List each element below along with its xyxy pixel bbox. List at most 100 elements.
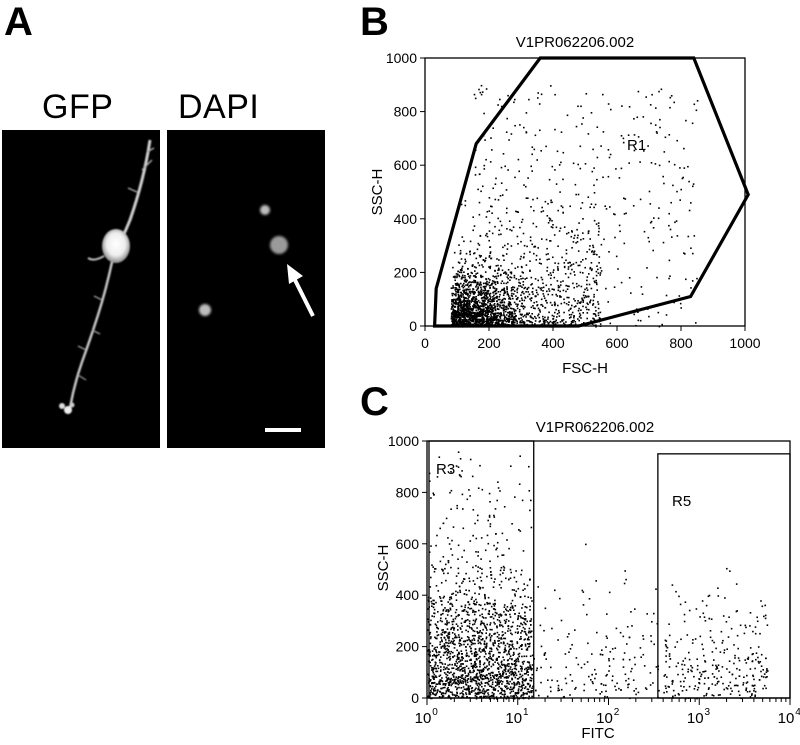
event-dot	[451, 693, 454, 695]
event-dot	[530, 206, 532, 208]
event-dot	[478, 311, 481, 313]
event-dot	[684, 657, 687, 660]
event-dot	[539, 311, 541, 313]
event-dot	[476, 684, 479, 687]
event-dot	[653, 217, 655, 219]
event-dot	[673, 163, 676, 166]
event-dot	[458, 642, 460, 645]
event-dot	[473, 630, 476, 633]
event-dot	[488, 610, 491, 612]
event-dot	[509, 606, 512, 609]
event-dot	[501, 304, 504, 307]
event-dot	[460, 308, 462, 310]
event-dot	[434, 689, 437, 692]
event-dot	[470, 659, 472, 662]
event-dot	[504, 290, 506, 293]
event-dot	[526, 245, 528, 248]
event-dot	[477, 688, 480, 690]
event-dot	[526, 606, 528, 609]
event-dot	[592, 317, 594, 320]
event-dot	[548, 217, 551, 219]
event-dot	[662, 175, 664, 178]
event-dot	[628, 277, 631, 279]
event-dot	[595, 310, 597, 312]
event-dot	[452, 304, 455, 307]
event-dot	[505, 308, 508, 311]
event-dot	[515, 658, 517, 661]
event-dot	[600, 683, 603, 685]
event-dot	[492, 319, 494, 322]
event-dot	[532, 287, 534, 290]
event-dot	[491, 683, 494, 686]
event-dot	[590, 262, 593, 264]
event-dot	[752, 630, 754, 633]
event-dot	[481, 607, 484, 610]
event-dot	[529, 676, 532, 679]
event-dot	[492, 312, 494, 315]
event-dot	[696, 658, 698, 660]
event-dot	[575, 242, 577, 244]
x-tick-exponent: 3	[704, 707, 710, 718]
event-dot	[464, 620, 467, 622]
event-dot	[693, 103, 696, 106]
event-dot	[486, 695, 488, 698]
event-dot	[483, 299, 485, 302]
event-dot	[447, 664, 449, 667]
event-dot	[583, 663, 586, 666]
event-dot	[490, 650, 493, 653]
event-dot	[519, 285, 522, 287]
event-dot	[592, 313, 595, 315]
event-dot	[489, 295, 491, 297]
event-dot	[497, 282, 499, 284]
event-dot	[430, 669, 433, 671]
event-dot	[473, 634, 475, 637]
event-dot	[504, 685, 506, 687]
event-dot	[565, 259, 567, 262]
event-dot	[456, 288, 458, 291]
event-dot	[511, 322, 513, 324]
event-dot	[554, 323, 557, 325]
scatter-plot-c: V1PR062206.002 10 0 10 1 10 2 10 3 10 40200400600…	[375, 419, 800, 742]
event-dot	[479, 320, 482, 322]
event-dot	[498, 679, 500, 682]
event-dot	[454, 643, 456, 646]
event-dot	[496, 281, 499, 283]
event-dot	[510, 662, 513, 665]
event-dot	[429, 631, 432, 634]
event-dot	[518, 681, 520, 684]
event-dot	[508, 683, 510, 685]
event-dot	[498, 671, 500, 673]
event-dot	[535, 289, 538, 291]
event-dot	[517, 617, 519, 619]
event-dot	[529, 260, 531, 262]
event-dot	[593, 318, 595, 320]
event-dot	[570, 264, 573, 266]
event-dot	[456, 275, 458, 277]
event-dot	[620, 167, 623, 170]
event-dot	[566, 232, 568, 235]
event-dot	[478, 283, 481, 285]
event-dot	[694, 638, 697, 640]
event-dot	[476, 672, 478, 675]
event-dot	[568, 314, 571, 316]
event-dot	[458, 661, 460, 663]
event-dot	[664, 136, 667, 139]
event-dot	[477, 242, 480, 245]
event-dot	[672, 184, 674, 187]
event-dot	[494, 309, 497, 312]
event-dot	[524, 588, 526, 590]
event-dot	[525, 678, 527, 680]
event-dot	[552, 224, 554, 226]
event-dot	[439, 683, 441, 685]
event-dot	[479, 660, 481, 662]
event-dot	[563, 265, 566, 268]
event-dot	[501, 280, 504, 282]
event-dot	[518, 170, 520, 173]
event-dot	[454, 302, 457, 304]
event-dot	[530, 669, 533, 671]
event-dot	[553, 276, 556, 279]
event-dot	[475, 654, 477, 656]
event-dot	[455, 294, 457, 297]
event-dot	[538, 309, 541, 311]
